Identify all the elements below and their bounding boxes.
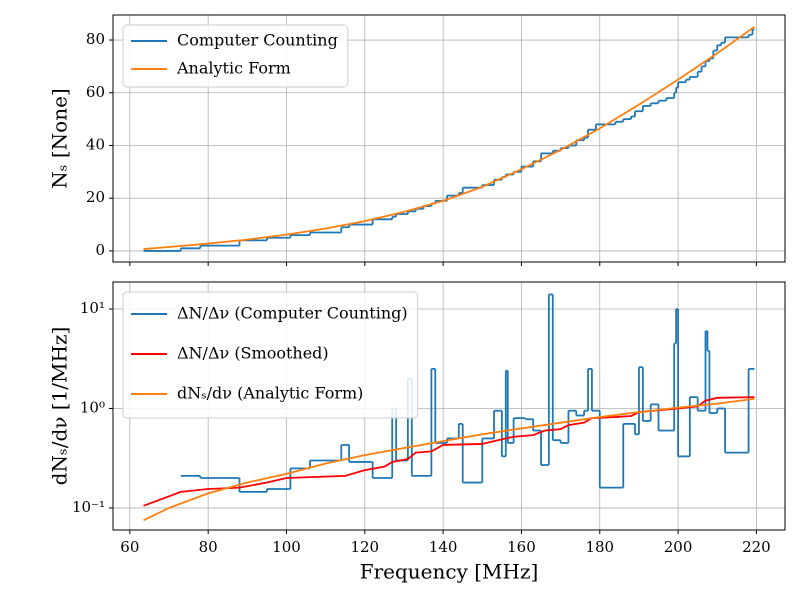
y-tick-label: 0 <box>95 241 105 259</box>
axes: 0 20 40 60 80 <box>86 15 785 266</box>
axes-frame <box>112 14 786 263</box>
y-tick-label: 20 <box>86 188 105 206</box>
legend-label: ΔN/Δν (Smoothed) <box>177 344 329 363</box>
y-tick-label: 40 <box>86 135 105 153</box>
x-tick-label: 100 <box>272 538 301 556</box>
x-tick-label: 80 <box>199 538 218 556</box>
y-tick-label: 10⁻¹ <box>72 498 105 516</box>
y-tick-label: 10¹ <box>80 299 105 317</box>
legend-label: Computer Counting <box>177 31 338 50</box>
y-tick-label: 60 <box>86 83 105 101</box>
series-line <box>143 397 755 522</box>
x-tick-label: 180 <box>585 538 614 556</box>
plot-area <box>143 26 755 252</box>
y-axis-label: dNₛ/dν [1/MHz] <box>48 327 72 486</box>
y-tick-label: 10⁰ <box>80 398 105 416</box>
series-line <box>143 26 755 250</box>
legend-box <box>122 291 419 419</box>
x-tick-label: 220 <box>742 538 771 556</box>
legend: ΔN/Δν (Computer Counting) ΔN/Δν (Smoothed… <box>122 291 419 419</box>
legend: Computer Counting Analytic Form <box>122 24 349 88</box>
x-tick-label: 140 <box>429 538 458 556</box>
y-tick-label: 80 <box>86 30 105 48</box>
x-tick-label: 120 <box>350 538 379 556</box>
legend-label: Analytic Form <box>176 59 291 78</box>
axes-frame <box>112 281 786 531</box>
x-tick-label: 200 <box>664 538 693 556</box>
x-tick-label: 160 <box>507 538 536 556</box>
y-axis-label: Nₛ [None] <box>48 88 72 188</box>
x-axis-label: Frequency [MHz] <box>360 560 539 584</box>
legend-label: dNₛ/dν (Analytic Form) <box>177 384 363 403</box>
legend-label: ΔN/Δν (Computer Counting) <box>177 304 408 323</box>
plot-area <box>143 293 755 522</box>
legend-box <box>122 24 349 88</box>
x-tick-label: 60 <box>120 538 139 556</box>
